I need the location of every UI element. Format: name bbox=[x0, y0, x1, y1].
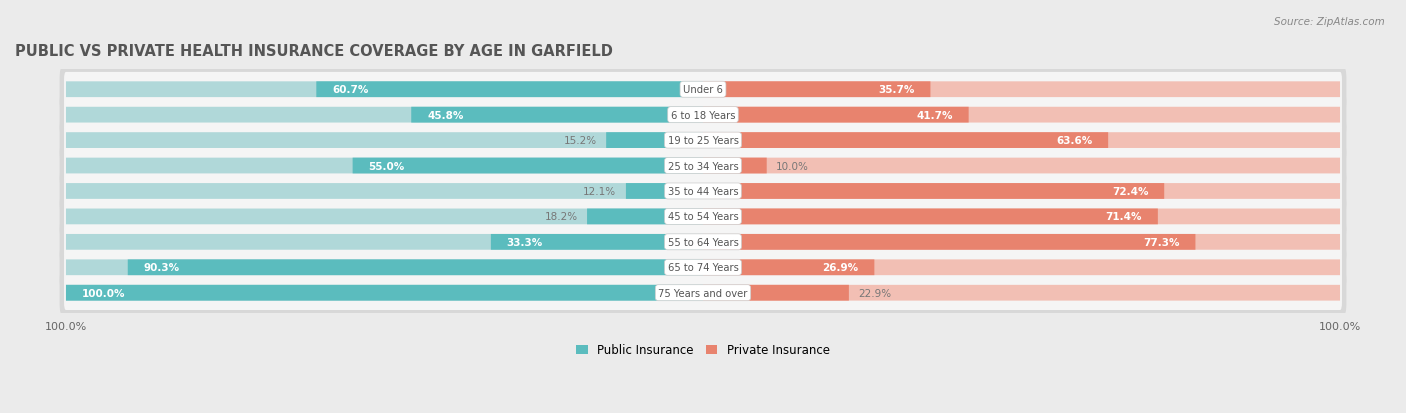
FancyBboxPatch shape bbox=[59, 169, 1347, 214]
FancyBboxPatch shape bbox=[703, 107, 969, 123]
Text: 45 to 54 Years: 45 to 54 Years bbox=[668, 212, 738, 222]
FancyBboxPatch shape bbox=[703, 107, 1340, 123]
FancyBboxPatch shape bbox=[65, 276, 1341, 310]
FancyBboxPatch shape bbox=[703, 235, 1340, 250]
FancyBboxPatch shape bbox=[65, 174, 1341, 209]
Text: 10.0%: 10.0% bbox=[776, 161, 808, 171]
FancyBboxPatch shape bbox=[66, 133, 703, 149]
Text: 26.9%: 26.9% bbox=[823, 263, 859, 273]
FancyBboxPatch shape bbox=[703, 133, 1108, 149]
FancyBboxPatch shape bbox=[66, 285, 703, 301]
FancyBboxPatch shape bbox=[59, 194, 1347, 240]
Legend: Public Insurance, Private Insurance: Public Insurance, Private Insurance bbox=[571, 339, 835, 361]
Text: 55.0%: 55.0% bbox=[368, 161, 405, 171]
FancyBboxPatch shape bbox=[606, 133, 703, 149]
FancyBboxPatch shape bbox=[66, 285, 703, 301]
Text: 25 to 34 Years: 25 to 34 Years bbox=[668, 161, 738, 171]
Text: 77.3%: 77.3% bbox=[1143, 237, 1180, 247]
FancyBboxPatch shape bbox=[66, 82, 703, 98]
FancyBboxPatch shape bbox=[66, 235, 703, 250]
FancyBboxPatch shape bbox=[703, 260, 1340, 275]
FancyBboxPatch shape bbox=[65, 73, 1341, 107]
FancyBboxPatch shape bbox=[59, 219, 1347, 265]
FancyBboxPatch shape bbox=[411, 107, 703, 123]
FancyBboxPatch shape bbox=[65, 149, 1341, 183]
FancyBboxPatch shape bbox=[626, 184, 703, 199]
Text: 12.1%: 12.1% bbox=[583, 187, 616, 197]
Text: 75 Years and over: 75 Years and over bbox=[658, 288, 748, 298]
FancyBboxPatch shape bbox=[703, 285, 1340, 301]
Text: 18.2%: 18.2% bbox=[544, 212, 578, 222]
Text: 63.6%: 63.6% bbox=[1056, 136, 1092, 146]
Text: 72.4%: 72.4% bbox=[1112, 187, 1149, 197]
Text: 33.3%: 33.3% bbox=[506, 237, 543, 247]
FancyBboxPatch shape bbox=[59, 270, 1347, 316]
FancyBboxPatch shape bbox=[59, 143, 1347, 189]
FancyBboxPatch shape bbox=[65, 123, 1341, 158]
FancyBboxPatch shape bbox=[703, 209, 1340, 225]
FancyBboxPatch shape bbox=[59, 93, 1347, 138]
FancyBboxPatch shape bbox=[66, 107, 703, 123]
Text: 35 to 44 Years: 35 to 44 Years bbox=[668, 187, 738, 197]
FancyBboxPatch shape bbox=[703, 184, 1340, 199]
FancyBboxPatch shape bbox=[703, 209, 1159, 225]
Text: Source: ZipAtlas.com: Source: ZipAtlas.com bbox=[1274, 17, 1385, 26]
Text: PUBLIC VS PRIVATE HEALTH INSURANCE COVERAGE BY AGE IN GARFIELD: PUBLIC VS PRIVATE HEALTH INSURANCE COVER… bbox=[15, 44, 613, 59]
FancyBboxPatch shape bbox=[59, 118, 1347, 164]
FancyBboxPatch shape bbox=[66, 158, 703, 174]
FancyBboxPatch shape bbox=[66, 184, 703, 199]
Text: 15.2%: 15.2% bbox=[564, 136, 596, 146]
FancyBboxPatch shape bbox=[65, 98, 1341, 133]
FancyBboxPatch shape bbox=[588, 209, 703, 225]
FancyBboxPatch shape bbox=[65, 199, 1341, 234]
FancyBboxPatch shape bbox=[59, 67, 1347, 113]
FancyBboxPatch shape bbox=[703, 184, 1164, 199]
FancyBboxPatch shape bbox=[703, 158, 1340, 174]
Text: 45.8%: 45.8% bbox=[427, 110, 464, 120]
FancyBboxPatch shape bbox=[491, 235, 703, 250]
FancyBboxPatch shape bbox=[703, 285, 849, 301]
FancyBboxPatch shape bbox=[128, 260, 703, 275]
FancyBboxPatch shape bbox=[65, 250, 1341, 285]
Text: 41.7%: 41.7% bbox=[917, 110, 953, 120]
FancyBboxPatch shape bbox=[703, 260, 875, 275]
FancyBboxPatch shape bbox=[66, 260, 703, 275]
Text: 35.7%: 35.7% bbox=[879, 85, 914, 95]
FancyBboxPatch shape bbox=[59, 245, 1347, 290]
Text: 22.9%: 22.9% bbox=[859, 288, 891, 298]
Text: 90.3%: 90.3% bbox=[143, 263, 180, 273]
FancyBboxPatch shape bbox=[703, 82, 1340, 98]
Text: 60.7%: 60.7% bbox=[332, 85, 368, 95]
FancyBboxPatch shape bbox=[703, 235, 1195, 250]
Text: 55 to 64 Years: 55 to 64 Years bbox=[668, 237, 738, 247]
Text: 19 to 25 Years: 19 to 25 Years bbox=[668, 136, 738, 146]
FancyBboxPatch shape bbox=[66, 209, 703, 225]
FancyBboxPatch shape bbox=[65, 225, 1341, 259]
Text: Under 6: Under 6 bbox=[683, 85, 723, 95]
FancyBboxPatch shape bbox=[316, 82, 703, 98]
Text: 6 to 18 Years: 6 to 18 Years bbox=[671, 110, 735, 120]
FancyBboxPatch shape bbox=[703, 133, 1340, 149]
Text: 71.4%: 71.4% bbox=[1105, 212, 1142, 222]
FancyBboxPatch shape bbox=[353, 158, 703, 174]
FancyBboxPatch shape bbox=[703, 82, 931, 98]
Text: 65 to 74 Years: 65 to 74 Years bbox=[668, 263, 738, 273]
FancyBboxPatch shape bbox=[703, 158, 766, 174]
Text: 100.0%: 100.0% bbox=[82, 288, 125, 298]
